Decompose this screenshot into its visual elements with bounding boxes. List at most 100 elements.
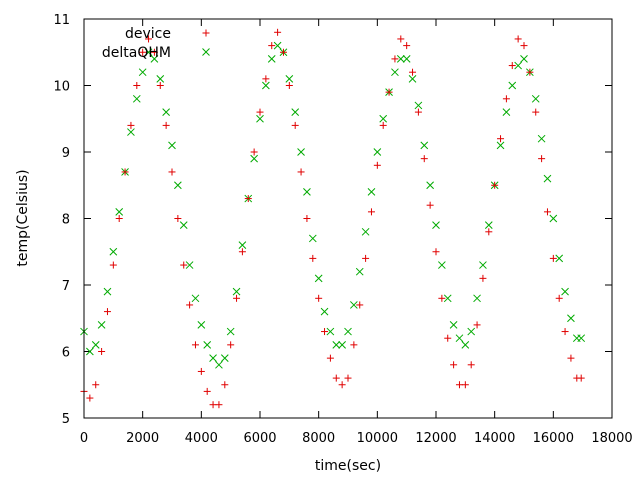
data-point bbox=[450, 361, 458, 369]
y-tick-label: 9 bbox=[62, 146, 70, 161]
data-point bbox=[326, 354, 334, 362]
data-point bbox=[403, 42, 411, 50]
legend: device deltaQHM bbox=[102, 26, 210, 61]
x-tick-label: 14000 bbox=[474, 431, 515, 446]
data-point bbox=[567, 354, 575, 362]
data-point bbox=[355, 267, 364, 276]
data-point bbox=[180, 261, 188, 269]
data-point bbox=[291, 121, 299, 129]
data-point bbox=[215, 360, 223, 369]
data-point bbox=[150, 55, 159, 63]
legend-label: device bbox=[125, 26, 171, 42]
data-point bbox=[244, 195, 252, 203]
data-point bbox=[326, 327, 335, 336]
data-point bbox=[543, 174, 552, 183]
data-point bbox=[203, 387, 211, 395]
data-point bbox=[338, 340, 346, 349]
data-point bbox=[385, 88, 393, 96]
data-point bbox=[577, 374, 585, 382]
data-point bbox=[320, 307, 329, 316]
data-point bbox=[577, 334, 586, 343]
data-point bbox=[479, 274, 487, 282]
data-point bbox=[420, 141, 429, 150]
data-point bbox=[455, 334, 464, 343]
data-point bbox=[461, 340, 470, 349]
data-point bbox=[197, 367, 205, 375]
data-point bbox=[115, 207, 124, 216]
data-point bbox=[209, 401, 217, 409]
data-point bbox=[191, 341, 199, 349]
x-tick-label: 6000 bbox=[243, 431, 276, 446]
data-point bbox=[391, 55, 399, 63]
data-point bbox=[496, 141, 505, 150]
data-point bbox=[238, 248, 246, 256]
data-point bbox=[332, 340, 341, 349]
data-point bbox=[227, 341, 235, 349]
data-point bbox=[555, 294, 563, 302]
data-point bbox=[362, 254, 370, 262]
data-point bbox=[285, 82, 293, 89]
data-point bbox=[520, 42, 528, 50]
x-tick-label: 16000 bbox=[533, 431, 574, 446]
data-point bbox=[344, 374, 352, 382]
data-point bbox=[467, 327, 476, 336]
data-point bbox=[391, 68, 399, 77]
data-point bbox=[86, 394, 94, 402]
data-point bbox=[174, 215, 182, 222]
y-tick-label: 8 bbox=[62, 213, 70, 228]
data-point bbox=[97, 321, 106, 329]
data-point bbox=[543, 208, 551, 216]
data-point bbox=[473, 294, 481, 303]
data-point bbox=[209, 354, 217, 363]
y-tick-label: 5 bbox=[62, 412, 70, 427]
data-point bbox=[379, 114, 388, 123]
data-point bbox=[285, 74, 294, 83]
series-deltaQHM bbox=[80, 41, 586, 369]
data-point bbox=[250, 154, 258, 163]
data-point bbox=[226, 327, 235, 336]
data-point bbox=[98, 348, 106, 355]
data-point bbox=[532, 108, 540, 116]
data-point bbox=[162, 108, 170, 116]
data-point bbox=[491, 181, 499, 189]
data-point bbox=[256, 114, 264, 123]
data-point bbox=[497, 135, 505, 143]
y-tick-label: 6 bbox=[62, 346, 70, 361]
data-point bbox=[526, 68, 534, 76]
data-point bbox=[133, 82, 141, 89]
legend-marker bbox=[202, 48, 210, 56]
data-point bbox=[314, 274, 323, 283]
data-point bbox=[86, 347, 94, 356]
data-point bbox=[537, 134, 546, 143]
y-tick-label: 10 bbox=[53, 80, 70, 95]
series-device bbox=[80, 28, 585, 409]
data-point bbox=[127, 121, 135, 129]
data-point bbox=[291, 108, 300, 116]
x-tick-label: 12000 bbox=[415, 431, 456, 446]
data-point bbox=[221, 381, 229, 389]
axes-layer: 0 2000 4000 6000 8000 10000 12000 14000 16000 180… bbox=[53, 13, 632, 446]
data-point bbox=[455, 381, 463, 389]
data-point bbox=[315, 294, 323, 302]
legend-label: deltaQHM bbox=[102, 45, 171, 61]
data-point bbox=[138, 68, 147, 77]
data-point bbox=[396, 55, 405, 63]
data-point bbox=[426, 181, 434, 190]
data-point bbox=[502, 108, 511, 116]
data-point bbox=[444, 334, 452, 342]
data-point bbox=[121, 168, 129, 176]
data-point bbox=[297, 168, 305, 176]
x-tick-label: 4000 bbox=[185, 431, 218, 446]
y-tick-label: 11 bbox=[53, 13, 70, 28]
data-point bbox=[350, 341, 358, 349]
data-point bbox=[414, 101, 423, 110]
data-point bbox=[185, 261, 194, 269]
data-point bbox=[350, 301, 358, 309]
data-point bbox=[561, 328, 569, 336]
data-point bbox=[520, 55, 528, 63]
data-point bbox=[186, 301, 194, 309]
data-point bbox=[531, 94, 540, 103]
data-point bbox=[103, 308, 111, 316]
data-point bbox=[373, 148, 382, 156]
